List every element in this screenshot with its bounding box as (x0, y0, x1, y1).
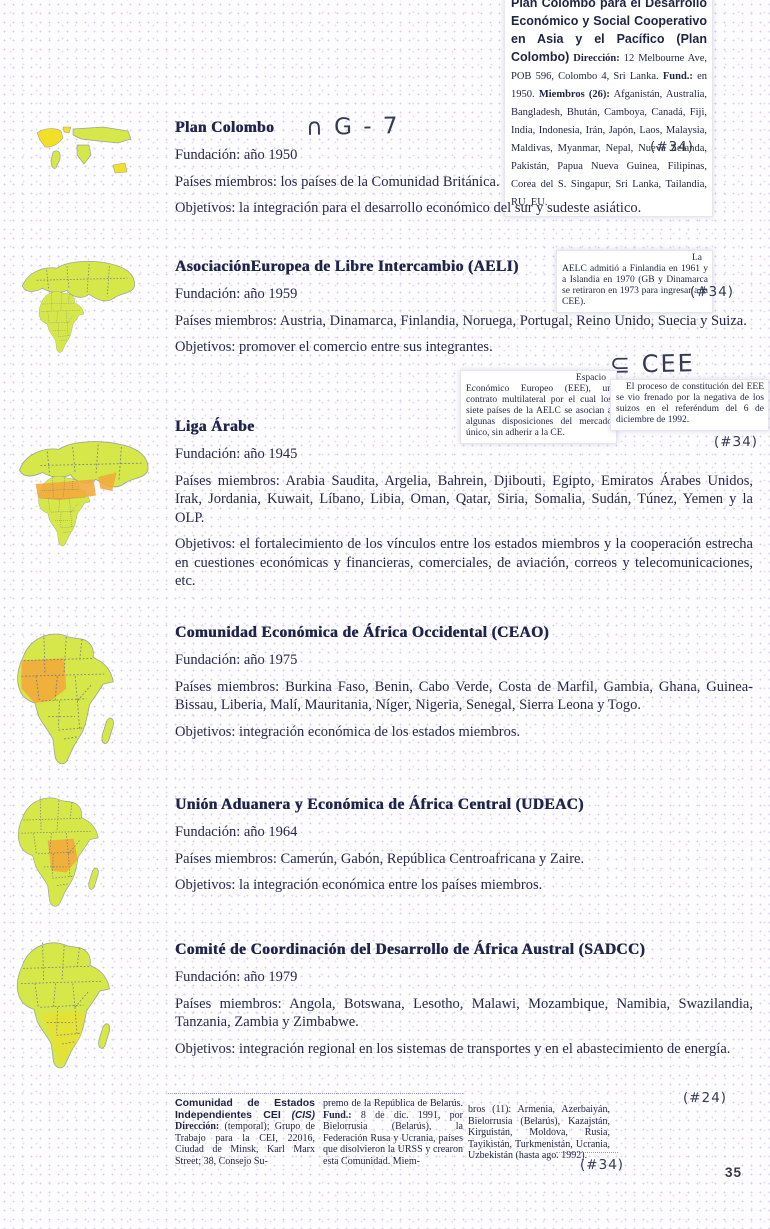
clipping-lead-word: Espacio (575, 373, 606, 383)
ref-mark-34-footer: (#34) (579, 1156, 625, 1174)
paises-line: Países miembros: los países de la Comuni… (175, 173, 500, 190)
world-map (36, 126, 132, 174)
dotted-separator (168, 1093, 463, 1094)
section-title: Liga Árabe (175, 418, 255, 435)
australia-shape (112, 162, 128, 174)
paises-line: Países miembros: Burkina Faso, Benin, Ca… (175, 678, 753, 714)
ref-mark-24: (#24) (682, 1089, 728, 1107)
clipping-lead-word: La (691, 253, 702, 263)
west-africa-highlight (21, 658, 67, 704)
ref-mark-34-aelc: (#34) (689, 283, 735, 301)
section-plan-colombo: Plan Colombo Fundación: año 1950 Países … (175, 119, 753, 226)
clipping-aelc-text: AELC admitió a Finlandia en 1961 y a Isl… (562, 264, 708, 307)
dotted-separator (556, 1152, 618, 1153)
section-aeli: AsociaciónEuropea de Libre Intercambio (… (175, 258, 753, 365)
fundacion-line: Fundación: año 1959 (175, 286, 298, 302)
country-borders (40, 444, 143, 480)
eurasia-shape (21, 260, 136, 302)
clipping-plan-colombo: Plan Colombo para el Desarrollo Económic… (504, 0, 713, 217)
south-america-shape (50, 150, 61, 169)
objetivos-line: Objetivos: integración económica de los … (175, 723, 521, 740)
north-america-shape (36, 128, 64, 148)
central-africa-highlight (47, 838, 78, 873)
clipping-aelc: La AELC admitió a Finlandia en 1961 y a … (556, 250, 713, 313)
section-udeac: Unión Aduanera y Económica de África Cen… (175, 796, 753, 903)
section-title: Plan Colombo (175, 119, 275, 136)
europe-africa-map (21, 260, 136, 353)
section-title: AsociaciónEuropea de Libre Intercambio (… (175, 258, 519, 275)
africa-map-central-highlight (17, 797, 99, 907)
fundacion-line: Fundación: año 1964 (175, 824, 298, 840)
handwritten-g7-annotation: ∩ G - 7 (305, 113, 400, 141)
footer-col-2: premo de la República de Belarús. Fund.:… (323, 1098, 463, 1167)
section-ceao: Comunidad Económica de África Occidental… (175, 624, 753, 749)
clipping-title: Plan Colombo para el Desarrollo Económic… (511, 0, 707, 64)
clipping-referendum-text: El proceso de constitución del EEE se vi… (616, 382, 764, 425)
greenland-shape (62, 126, 72, 134)
handwritten-cee-annotation: ⊆ CEE (609, 349, 696, 379)
objetivos-line: Objetivos: integración regional en los s… (175, 1040, 731, 1057)
fundacion-line: Fundación: año 1945 (175, 446, 298, 462)
clipping-eee: Espacio Económico Europeo (EEE), un cont… (460, 370, 617, 444)
africa-map-southern-highlight (16, 941, 111, 1069)
africa-shape (76, 144, 92, 165)
country-borders (36, 264, 128, 297)
objetivos-line: Objetivos: promover el comercio entre su… (175, 339, 493, 355)
footer-cei-title: Comunidad de Estados Independientes CEI (175, 1097, 315, 1121)
madagascar-shape (88, 867, 99, 890)
eurasia-shape (72, 126, 132, 144)
footer-col-1: Comunidad de Estados Independientes CEI … (175, 1097, 315, 1167)
footer-col-3: bros (11): Armenia, Azerbaiyán, Bielorru… (468, 1104, 610, 1162)
clipping-eee-text: Económico Europeo (EEE), un contrato mul… (466, 384, 612, 438)
fundacion-line: Fundación: año 1975 (175, 652, 298, 668)
madagascar-shape (101, 717, 115, 745)
page-number: 35 (725, 1165, 743, 1180)
arabia-highlight (98, 472, 117, 491)
clipping-referendum: El proceso de constitución del EEE se vi… (610, 379, 769, 431)
paises-line: Países miembros: Arabia Saudita, Argelia… (175, 472, 753, 526)
objetivos-line: Objetivos: el fortalecimiento de los vín… (175, 536, 753, 589)
paises-line: Países miembros: Angola, Botswana, Lesot… (175, 995, 753, 1031)
section-sadcc: Comité de Coordinación del Desarrollo de… (175, 941, 753, 1066)
europe-africa-middle-east-map (18, 441, 149, 547)
objetivos-line: Objetivos: la integración económica entr… (175, 877, 543, 893)
paises-line: Países miembros: Austria, Dinamarca, Fin… (175, 312, 747, 329)
fundacion-line: Fundación: año 1979 (175, 969, 298, 985)
southern-africa-highlight (42, 1011, 84, 1064)
section-liga-arabe: Liga Árabe Fundación: año 1945 Países mi… (175, 418, 753, 599)
africa-map-west-highlight (17, 633, 115, 765)
section-title: Comité de Coordinación del Desarrollo de… (175, 941, 646, 958)
fundacion-line: Fundación: año 1950 (175, 147, 298, 163)
madagascar-shape (98, 1023, 111, 1049)
section-title: Comunidad Económica de África Occidental… (175, 624, 549, 641)
section-title: Unión Aduanera y Económica de África Cen… (175, 796, 584, 813)
paises-line: Países miembros: Camerún, Gabón, Repúbli… (175, 850, 585, 867)
clipping-plan-colombo-text: Plan Colombo para el Desarrollo Económic… (511, 0, 707, 210)
objetivos-line: Objetivos: la integración para el desarr… (175, 200, 642, 216)
